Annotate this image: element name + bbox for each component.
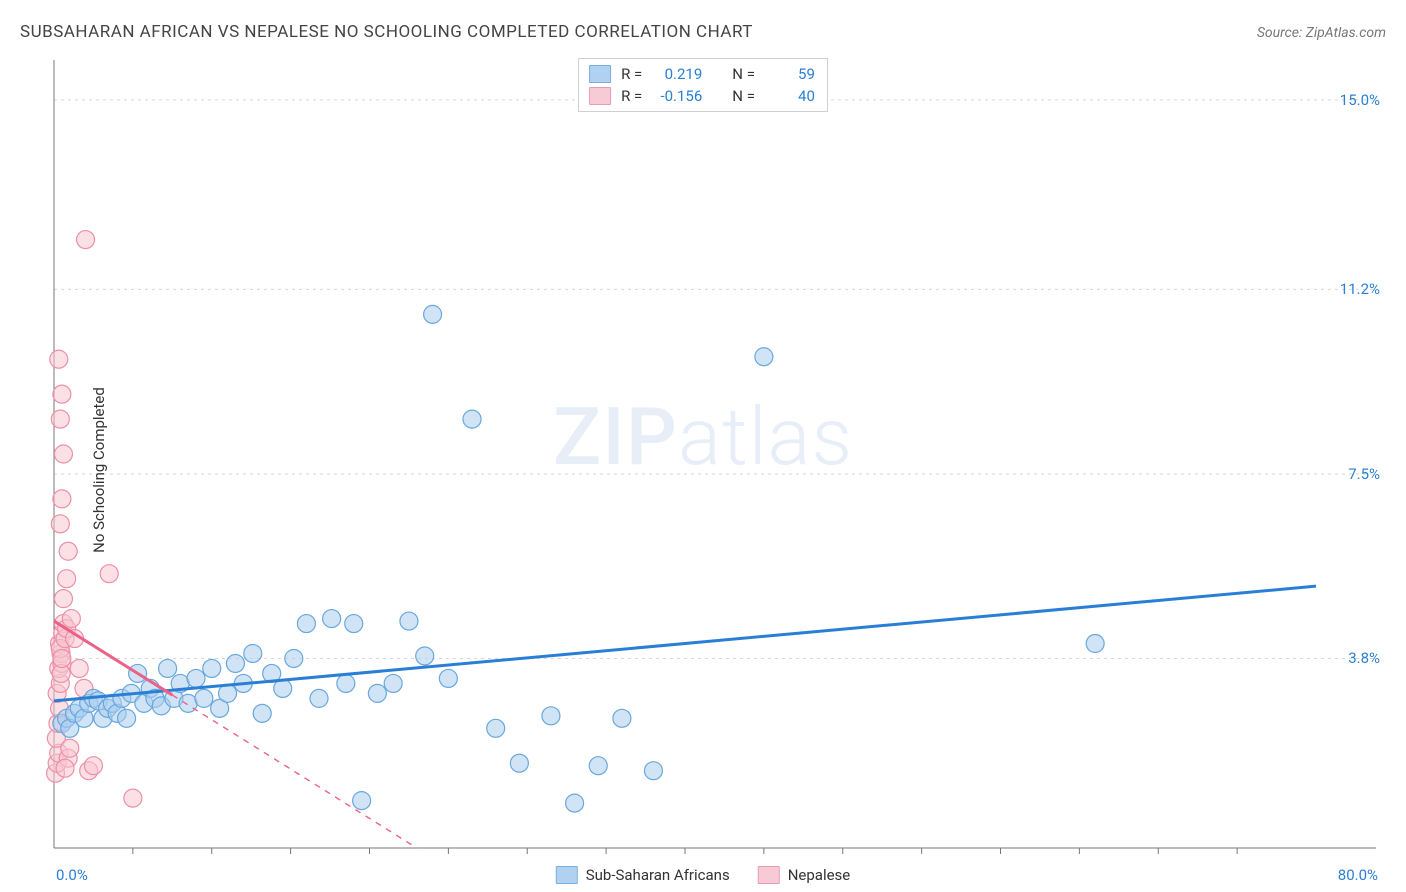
swatch-subsaharan [589, 65, 611, 83]
series-legend: Sub-Saharan Africans Nepalese [556, 866, 851, 884]
source-attribution: Source: ZipAtlas.com [1257, 25, 1386, 41]
scatter-plot [20, 56, 1386, 884]
y-axis-label: No Schooling Completed [90, 387, 108, 553]
y-tick-label: 11.2% [1340, 280, 1380, 298]
y-tick-label: 7.5% [1348, 465, 1380, 483]
n-value-nepalese: 40 [765, 85, 815, 107]
y-tick-label: 3.8% [1348, 649, 1380, 667]
legend-item-subsaharan: Sub-Saharan Africans [556, 866, 730, 884]
r-value-nepalese: -0.156 [652, 85, 702, 107]
r-value-subsaharan: 0.219 [652, 63, 702, 85]
stats-row-subsaharan: R = 0.219 N = 59 [589, 63, 815, 85]
legend-item-nepalese: Nepalese [758, 866, 851, 884]
chart-title: SUBSAHARAN AFRICAN VS NEPALESE NO SCHOOL… [20, 22, 753, 42]
swatch-nepalese-icon [758, 866, 780, 884]
swatch-nepalese [589, 87, 611, 105]
correlation-stats-legend: R = 0.219 N = 59 R = -0.156 N = 40 [578, 58, 828, 112]
x-axis-min-label: 0.0% [56, 866, 88, 884]
x-axis-max-label: 80.0% [1338, 866, 1378, 884]
chart-container: No Schooling Completed ZIPatlas R = 0.21… [20, 56, 1386, 884]
y-tick-label: 15.0% [1340, 91, 1380, 109]
stats-row-nepalese: R = -0.156 N = 40 [589, 85, 815, 107]
n-value-subsaharan: 59 [765, 63, 815, 85]
swatch-subsaharan-icon [556, 866, 578, 884]
